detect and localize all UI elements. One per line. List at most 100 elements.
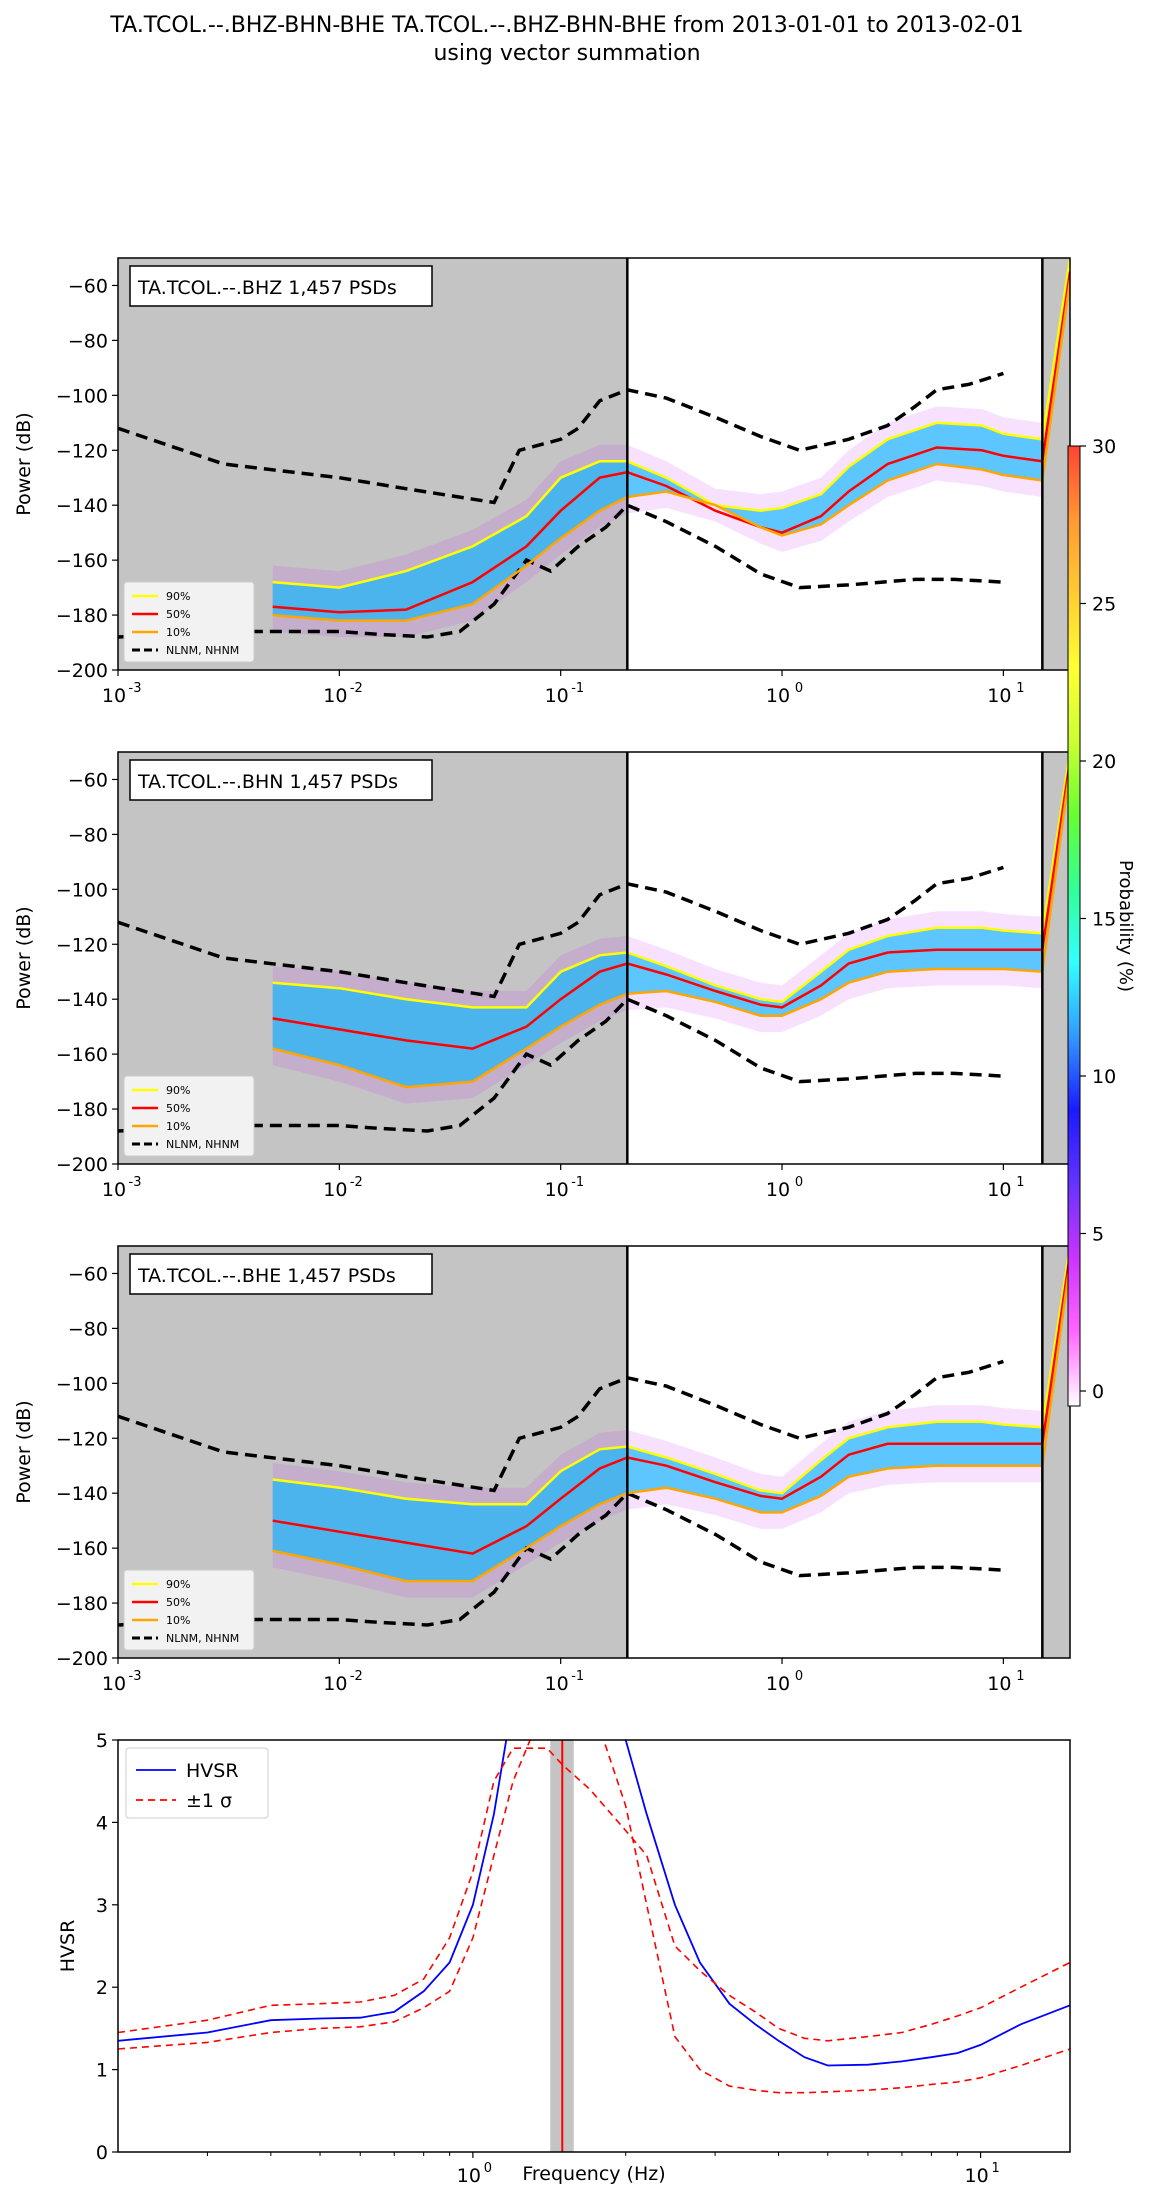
colorbar-tick-label: 10 <box>1092 1066 1116 1088</box>
colorbar-tick-label: 30 <box>1092 436 1116 458</box>
x-tick-label: 10 <box>545 685 569 707</box>
y-axis-label: HVSR <box>57 1920 79 1973</box>
plot-frame <box>117 1739 1071 2153</box>
nlnm-line <box>118 1491 1004 1627</box>
figure-title-line1: TA.TCOL.--.BHZ-BHN-BHE TA.TCOL.--.BHZ-BH… <box>109 13 1023 38</box>
x-tick-label: 10 <box>323 1673 347 1695</box>
channel-label-box <box>129 1253 433 1295</box>
percentile-line-10pct <box>272 768 1070 1089</box>
legend-label: ±1 σ <box>186 1790 232 1812</box>
y-tick-label: −180 <box>56 605 108 627</box>
y-tick-label: −140 <box>56 1483 108 1505</box>
plot-frame <box>117 1245 1071 1659</box>
x-tick-exponent: 1 <box>1016 1669 1024 1684</box>
legend-box <box>123 581 255 663</box>
channel-label: TA.TCOL.--.BHE 1,457 PSDs <box>137 1265 396 1287</box>
colorbar-tick-label: 25 <box>1092 594 1116 616</box>
channel-label-box <box>129 759 433 801</box>
channel-label: TA.TCOL.--.BHZ 1,457 PSDs <box>137 277 397 299</box>
legend-label: 90% <box>166 1578 190 1591</box>
shaded-range <box>1042 752 1070 1164</box>
y-tick-label: −200 <box>56 1648 108 1670</box>
legend-label: NLNM, NHNM <box>166 644 239 657</box>
colorbar-label: Probability (%) <box>1115 860 1136 992</box>
x-tick-exponent: 1 <box>991 2161 999 2176</box>
y-tick-label: −180 <box>56 1099 108 1121</box>
x-tick-exponent: 1 <box>1016 1175 1024 1190</box>
x-tick-label: 10 <box>457 2165 481 2186</box>
shaded-range <box>1042 258 1070 670</box>
x-tick-label: 10 <box>965 2165 989 2186</box>
nhnm-line <box>118 865 1004 999</box>
y-tick-label: −80 <box>68 330 108 352</box>
x-tick-exponent: 0 <box>795 1175 803 1190</box>
x-tick-label: 10 <box>102 1179 126 1201</box>
x-tick-label: 10 <box>323 1179 347 1201</box>
legend-label: HVSR <box>186 1760 239 1782</box>
legend: 90% 50% 10% NLNM, NHNM <box>123 1569 255 1651</box>
x-tick-exponent: 0 <box>795 681 803 696</box>
x-tick-label: 10 <box>766 1179 790 1201</box>
legend-label: 50% <box>166 608 190 621</box>
y-axis-label: Power (dB) <box>13 412 35 515</box>
shaded-range <box>1042 1246 1070 1658</box>
y-tick-label: −120 <box>56 440 108 462</box>
y-tick-label: −160 <box>56 1538 108 1560</box>
y-tick-label: −200 <box>56 1154 108 1176</box>
legend-label: 10% <box>166 1120 190 1133</box>
y-tick-label: 2 <box>96 1977 108 1999</box>
legend-label: 90% <box>166 1084 190 1097</box>
nlnm-line <box>118 997 1004 1133</box>
y-tick-label: −160 <box>56 1044 108 1066</box>
legend-label: 90% <box>166 590 190 603</box>
hvsr-line <box>118 1740 1070 2067</box>
y-tick-label: 4 <box>96 1812 108 1834</box>
legend-label: NLNM, NHNM <box>166 1632 239 1645</box>
legend: 90% 50% 10% NLNM, NHNM <box>123 1075 255 1157</box>
figure-title: TA.TCOL.--.BHZ-BHN-BHE TA.TCOL.--.BHZ-BH… <box>109 13 1023 66</box>
x-tick-label: 10 <box>102 1673 126 1695</box>
y-tick-label: −100 <box>56 1373 108 1395</box>
y-tick-label: −200 <box>56 660 108 682</box>
y-tick-label: 1 <box>96 2060 108 2082</box>
y-tick-label: −60 <box>68 1263 108 1285</box>
percentile-line-50pct <box>272 1254 1070 1555</box>
colorbar-tick-label: 0 <box>1092 1381 1104 1403</box>
x-tick-exponent: -2 <box>350 1175 363 1190</box>
figure-title-line2: using vector summation <box>433 41 700 66</box>
x-tick-exponent: -3 <box>129 681 142 696</box>
legend-label: NLNM, NHNM <box>166 1138 239 1151</box>
colorbar-tick-label: 20 <box>1092 751 1116 773</box>
channel-label: TA.TCOL.--.BHN 1,457 PSDs <box>137 771 398 793</box>
legend-label: 10% <box>166 626 190 639</box>
legend: 90% 50% 10% NLNM, NHNM <box>123 581 255 663</box>
y-tick-label: −140 <box>56 495 108 517</box>
legend-label: 50% <box>166 1102 190 1115</box>
psd-density-band <box>272 422 1043 621</box>
y-tick-label: −160 <box>56 550 108 572</box>
legend-label: 50% <box>166 1596 190 1609</box>
nhnm-line <box>118 1359 1004 1493</box>
percentile-line-90pct <box>272 1246 1070 1506</box>
legend-label: 10% <box>166 1614 190 1627</box>
nhnm-line <box>118 371 1004 505</box>
percentile-line-10pct <box>272 1262 1070 1583</box>
y-tick-label: 0 <box>96 2142 108 2164</box>
x-tick-label: 10 <box>545 1673 569 1695</box>
y-tick-label: −80 <box>68 824 108 846</box>
y-tick-label: −120 <box>56 1428 108 1450</box>
legend-box <box>123 1075 255 1157</box>
x-tick-exponent: 0 <box>484 2161 492 2176</box>
x-tick-label: 10 <box>766 1673 790 1695</box>
y-tick-label: −140 <box>56 989 108 1011</box>
x-tick-label: 10 <box>545 1179 569 1201</box>
y-tick-label: −100 <box>56 879 108 901</box>
percentile-line-90pct <box>272 258 1070 589</box>
y-tick-label: −60 <box>68 275 108 297</box>
x-tick-exponent: -3 <box>129 1669 142 1684</box>
